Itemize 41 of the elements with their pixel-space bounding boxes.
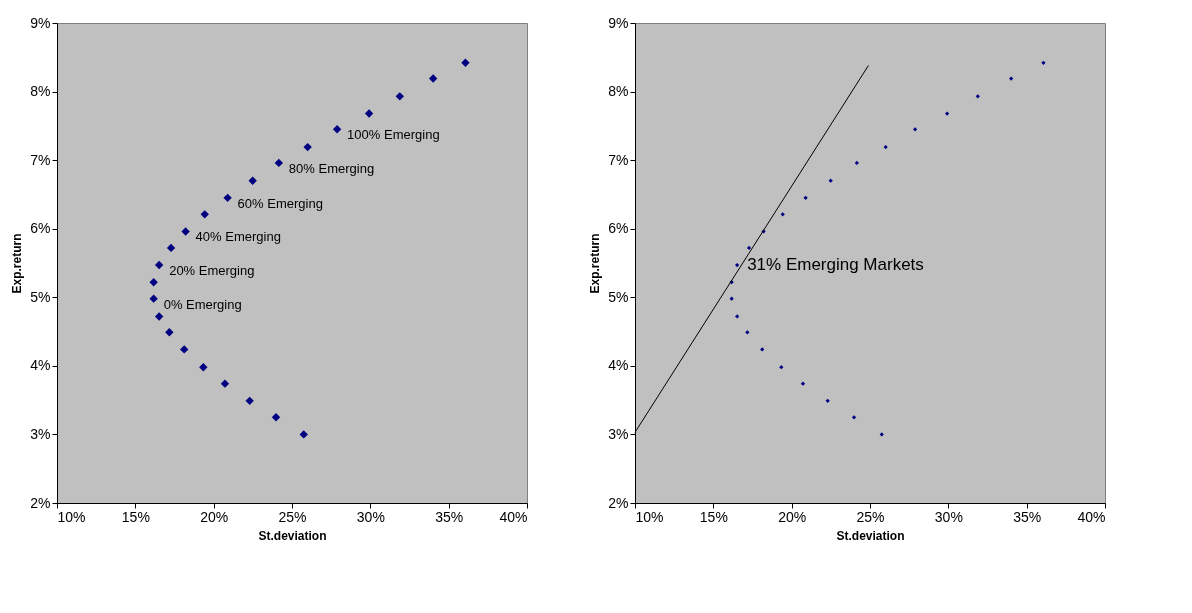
annotation: 20% Emerging: [169, 263, 255, 279]
x-axis-title: St.deviation: [258, 528, 327, 543]
annotation: 0% Emerging: [163, 296, 242, 312]
x-tick-label: 20%: [778, 508, 807, 525]
y-tick-label: 7%: [608, 151, 629, 168]
annotation: 40% Emerging: [195, 229, 281, 245]
x-tick-label: 10%: [57, 508, 86, 525]
y-tick-label: 9%: [608, 14, 629, 31]
x-tick-label: 25%: [278, 508, 307, 525]
y-tick-label: 8%: [30, 83, 51, 100]
y-tick-label: 5%: [608, 288, 629, 305]
y-axis-title: Exp.return: [10, 233, 25, 294]
x-tick-label: 20%: [200, 508, 229, 525]
y-axis-title: Exp.return: [588, 233, 603, 294]
annotation: 80% Emerging: [288, 160, 375, 176]
x-tick-label: 25%: [856, 508, 885, 525]
y-tick-label: 7%: [30, 151, 51, 168]
annotation: 31% Emerging Markets: [747, 255, 924, 275]
x-tick-label: 35%: [1013, 508, 1042, 525]
x-tick-label: 40%: [499, 508, 528, 525]
x-tick-label: 10%: [635, 508, 664, 525]
annotation: 100% Emerging: [347, 127, 440, 143]
y-tick-label: 2%: [608, 494, 629, 511]
y-tick-label: 3%: [30, 425, 51, 442]
y-tick-label: 8%: [608, 83, 629, 100]
y-tick-label: 4%: [608, 357, 629, 374]
y-tick-label: 2%: [30, 494, 51, 511]
x-tick-label: 30%: [934, 508, 963, 525]
y-tick-label: 6%: [30, 220, 51, 237]
y-tick-label: 9%: [30, 14, 51, 31]
x-tick-label: 15%: [121, 508, 150, 525]
x-axis-title: St.deviation: [836, 528, 905, 543]
x-tick-label: 35%: [435, 508, 464, 525]
y-tick-label: 4%: [30, 357, 51, 374]
x-tick-label: 30%: [356, 508, 385, 525]
y-tick-label: 3%: [608, 425, 629, 442]
y-tick-label: 5%: [30, 288, 51, 305]
annotation: 60% Emerging: [237, 195, 323, 211]
x-tick-label: 40%: [1077, 508, 1106, 525]
y-tick-label: 6%: [608, 220, 629, 237]
x-tick-label: 15%: [699, 508, 728, 525]
